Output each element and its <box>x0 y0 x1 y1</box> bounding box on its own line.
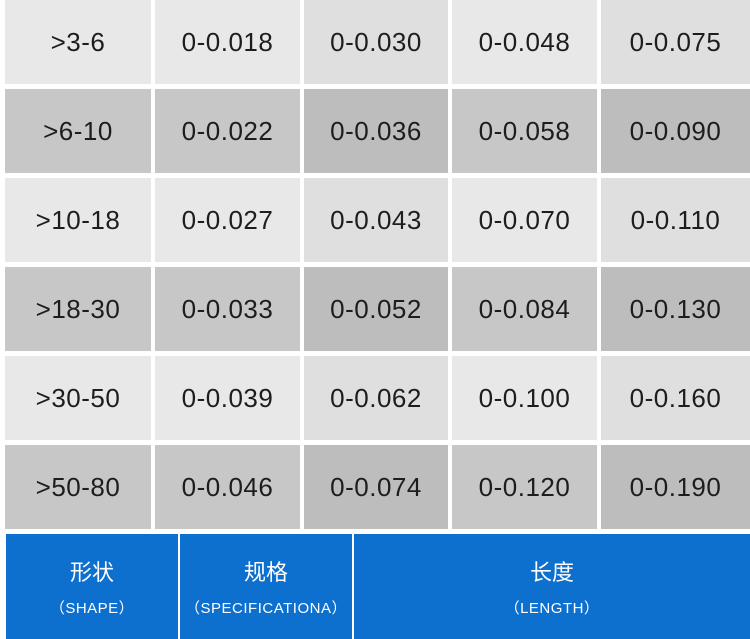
value-cell: 0-0.027 <box>155 178 300 262</box>
value-cell: 0-0.033 <box>155 267 300 351</box>
value-cell: 0-0.036 <box>304 89 448 173</box>
shape-header: 形状 （SHAPE） <box>6 534 178 639</box>
shape-cell: >18-30 <box>5 267 151 351</box>
value-cell: 0-0.048 <box>452 0 597 84</box>
value-cell: 0-0.090 <box>601 89 750 173</box>
table-header-bar: 形状 （SHAPE） 规格 （SPECIFICATIONA） 长度 （LENGT… <box>6 534 750 639</box>
value-cell: 0-0.043 <box>304 178 448 262</box>
shape-header-en: （SHAPE） <box>49 600 135 617</box>
table-row: >3-6 0-0.018 0-0.030 0-0.048 0-0.075 <box>5 0 750 84</box>
value-cell: 0-0.062 <box>304 356 448 440</box>
length-header: 长度 （LENGTH） <box>354 534 750 639</box>
table-row: >10-18 0-0.027 0-0.043 0-0.070 0-0.110 <box>5 178 750 262</box>
value-cell: 0-0.030 <box>304 0 448 84</box>
spec-header-cn: 规格 <box>243 561 288 586</box>
value-cell: 0-0.046 <box>155 445 300 529</box>
shape-cell: >3-6 <box>5 0 151 84</box>
shape-cell: >10-18 <box>5 178 151 262</box>
shape-cell: >50-80 <box>5 445 151 529</box>
value-cell: 0-0.190 <box>601 445 750 529</box>
value-cell: 0-0.120 <box>452 445 597 529</box>
shape-cell: >6-10 <box>5 89 151 173</box>
length-header-cn: 长度 <box>529 561 574 586</box>
value-cell: 0-0.100 <box>452 356 597 440</box>
value-cell: 0-0.070 <box>452 178 597 262</box>
value-cell: 0-0.022 <box>155 89 300 173</box>
value-cell: 0-0.058 <box>452 89 597 173</box>
value-cell: 0-0.052 <box>304 267 448 351</box>
table-row: >30-50 0-0.039 0-0.062 0-0.100 0-0.160 <box>5 356 750 440</box>
shape-cell: >30-50 <box>5 356 151 440</box>
value-cell: 0-0.039 <box>155 356 300 440</box>
header-divider <box>178 534 180 639</box>
length-header-en: （LENGTH） <box>504 600 600 617</box>
tolerance-table: >3-6 0-0.018 0-0.030 0-0.048 0-0.075 >6-… <box>5 0 750 531</box>
header-divider <box>352 534 354 639</box>
table-row: >18-30 0-0.033 0-0.052 0-0.084 0-0.130 <box>5 267 750 351</box>
table-row: >6-10 0-0.022 0-0.036 0-0.058 0-0.090 <box>5 89 750 173</box>
table-row: >50-80 0-0.046 0-0.074 0-0.120 0-0.190 <box>5 445 750 529</box>
spec-header: 规格 （SPECIFICATIONA） <box>180 534 352 639</box>
spec-header-en: （SPECIFICATIONA） <box>185 600 347 617</box>
shape-header-cn: 形状 <box>69 561 114 586</box>
value-cell: 0-0.130 <box>601 267 750 351</box>
value-cell: 0-0.018 <box>155 0 300 84</box>
value-cell: 0-0.110 <box>601 178 750 262</box>
value-cell: 0-0.084 <box>452 267 597 351</box>
value-cell: 0-0.074 <box>304 445 448 529</box>
value-cell: 0-0.160 <box>601 356 750 440</box>
value-cell: 0-0.075 <box>601 0 750 84</box>
